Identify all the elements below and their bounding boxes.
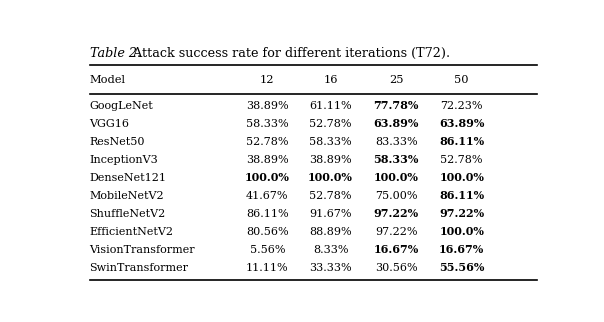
Text: 11.11%: 11.11% <box>246 263 289 273</box>
Text: Attack success rate for different iterations (T72).: Attack success rate for different iterat… <box>124 47 450 60</box>
Text: 58.33%: 58.33% <box>309 137 352 147</box>
Text: 61.11%: 61.11% <box>309 101 352 111</box>
Text: 100.0%: 100.0% <box>374 172 419 183</box>
Text: 86.11%: 86.11% <box>246 209 289 219</box>
Text: 8.33%: 8.33% <box>313 245 349 255</box>
Text: 77.78%: 77.78% <box>373 100 419 111</box>
Text: 12: 12 <box>260 75 275 85</box>
Text: 38.89%: 38.89% <box>246 101 289 111</box>
Text: 100.0%: 100.0% <box>245 172 290 183</box>
Text: 52.78%: 52.78% <box>309 119 352 129</box>
Text: VGG16: VGG16 <box>89 119 129 129</box>
Text: 100.0%: 100.0% <box>439 172 484 183</box>
Text: 72.23%: 72.23% <box>440 101 483 111</box>
Text: 100.0%: 100.0% <box>308 172 353 183</box>
Text: 58.33%: 58.33% <box>246 119 289 129</box>
Text: 16.67%: 16.67% <box>373 244 419 255</box>
Text: 58.33%: 58.33% <box>373 154 419 165</box>
Text: VisionTransformer: VisionTransformer <box>89 245 195 255</box>
Text: SwinTransformer: SwinTransformer <box>89 263 188 273</box>
Text: 86.11%: 86.11% <box>439 136 484 147</box>
Text: 97.22%: 97.22% <box>375 227 417 237</box>
Text: 16.67%: 16.67% <box>439 244 484 255</box>
Text: 80.56%: 80.56% <box>246 227 289 237</box>
Text: 97.22%: 97.22% <box>374 208 419 219</box>
Text: 38.89%: 38.89% <box>309 155 352 165</box>
Text: 5.56%: 5.56% <box>249 245 285 255</box>
Text: Table 2.: Table 2. <box>89 47 141 60</box>
Text: MobileNetV2: MobileNetV2 <box>89 191 164 201</box>
Text: ShuffleNetV2: ShuffleNetV2 <box>89 209 165 219</box>
Text: 41.67%: 41.67% <box>246 191 289 201</box>
Text: 88.89%: 88.89% <box>309 227 352 237</box>
Text: 55.56%: 55.56% <box>439 262 484 273</box>
Text: 100.0%: 100.0% <box>439 226 484 237</box>
Text: 33.33%: 33.33% <box>309 263 352 273</box>
Text: 83.33%: 83.33% <box>375 137 417 147</box>
Text: DenseNet121: DenseNet121 <box>89 173 167 183</box>
Text: Model: Model <box>89 75 126 85</box>
Text: 25: 25 <box>389 75 403 85</box>
Text: 91.67%: 91.67% <box>309 209 352 219</box>
Text: GoogLeNet: GoogLeNet <box>89 101 153 111</box>
Text: 52.78%: 52.78% <box>440 155 483 165</box>
Text: ResNet50: ResNet50 <box>89 137 145 147</box>
Text: 38.89%: 38.89% <box>246 155 289 165</box>
Text: 52.78%: 52.78% <box>309 191 352 201</box>
Text: InceptionV3: InceptionV3 <box>89 155 158 165</box>
Text: 50: 50 <box>454 75 469 85</box>
Text: EfficientNetV2: EfficientNetV2 <box>89 227 173 237</box>
Text: 75.00%: 75.00% <box>375 191 417 201</box>
Text: 52.78%: 52.78% <box>246 137 289 147</box>
Text: 63.89%: 63.89% <box>373 118 419 129</box>
Text: 63.89%: 63.89% <box>439 118 484 129</box>
Text: 30.56%: 30.56% <box>375 263 417 273</box>
Text: 16: 16 <box>323 75 338 85</box>
Text: 97.22%: 97.22% <box>439 208 484 219</box>
Text: 86.11%: 86.11% <box>439 190 484 201</box>
